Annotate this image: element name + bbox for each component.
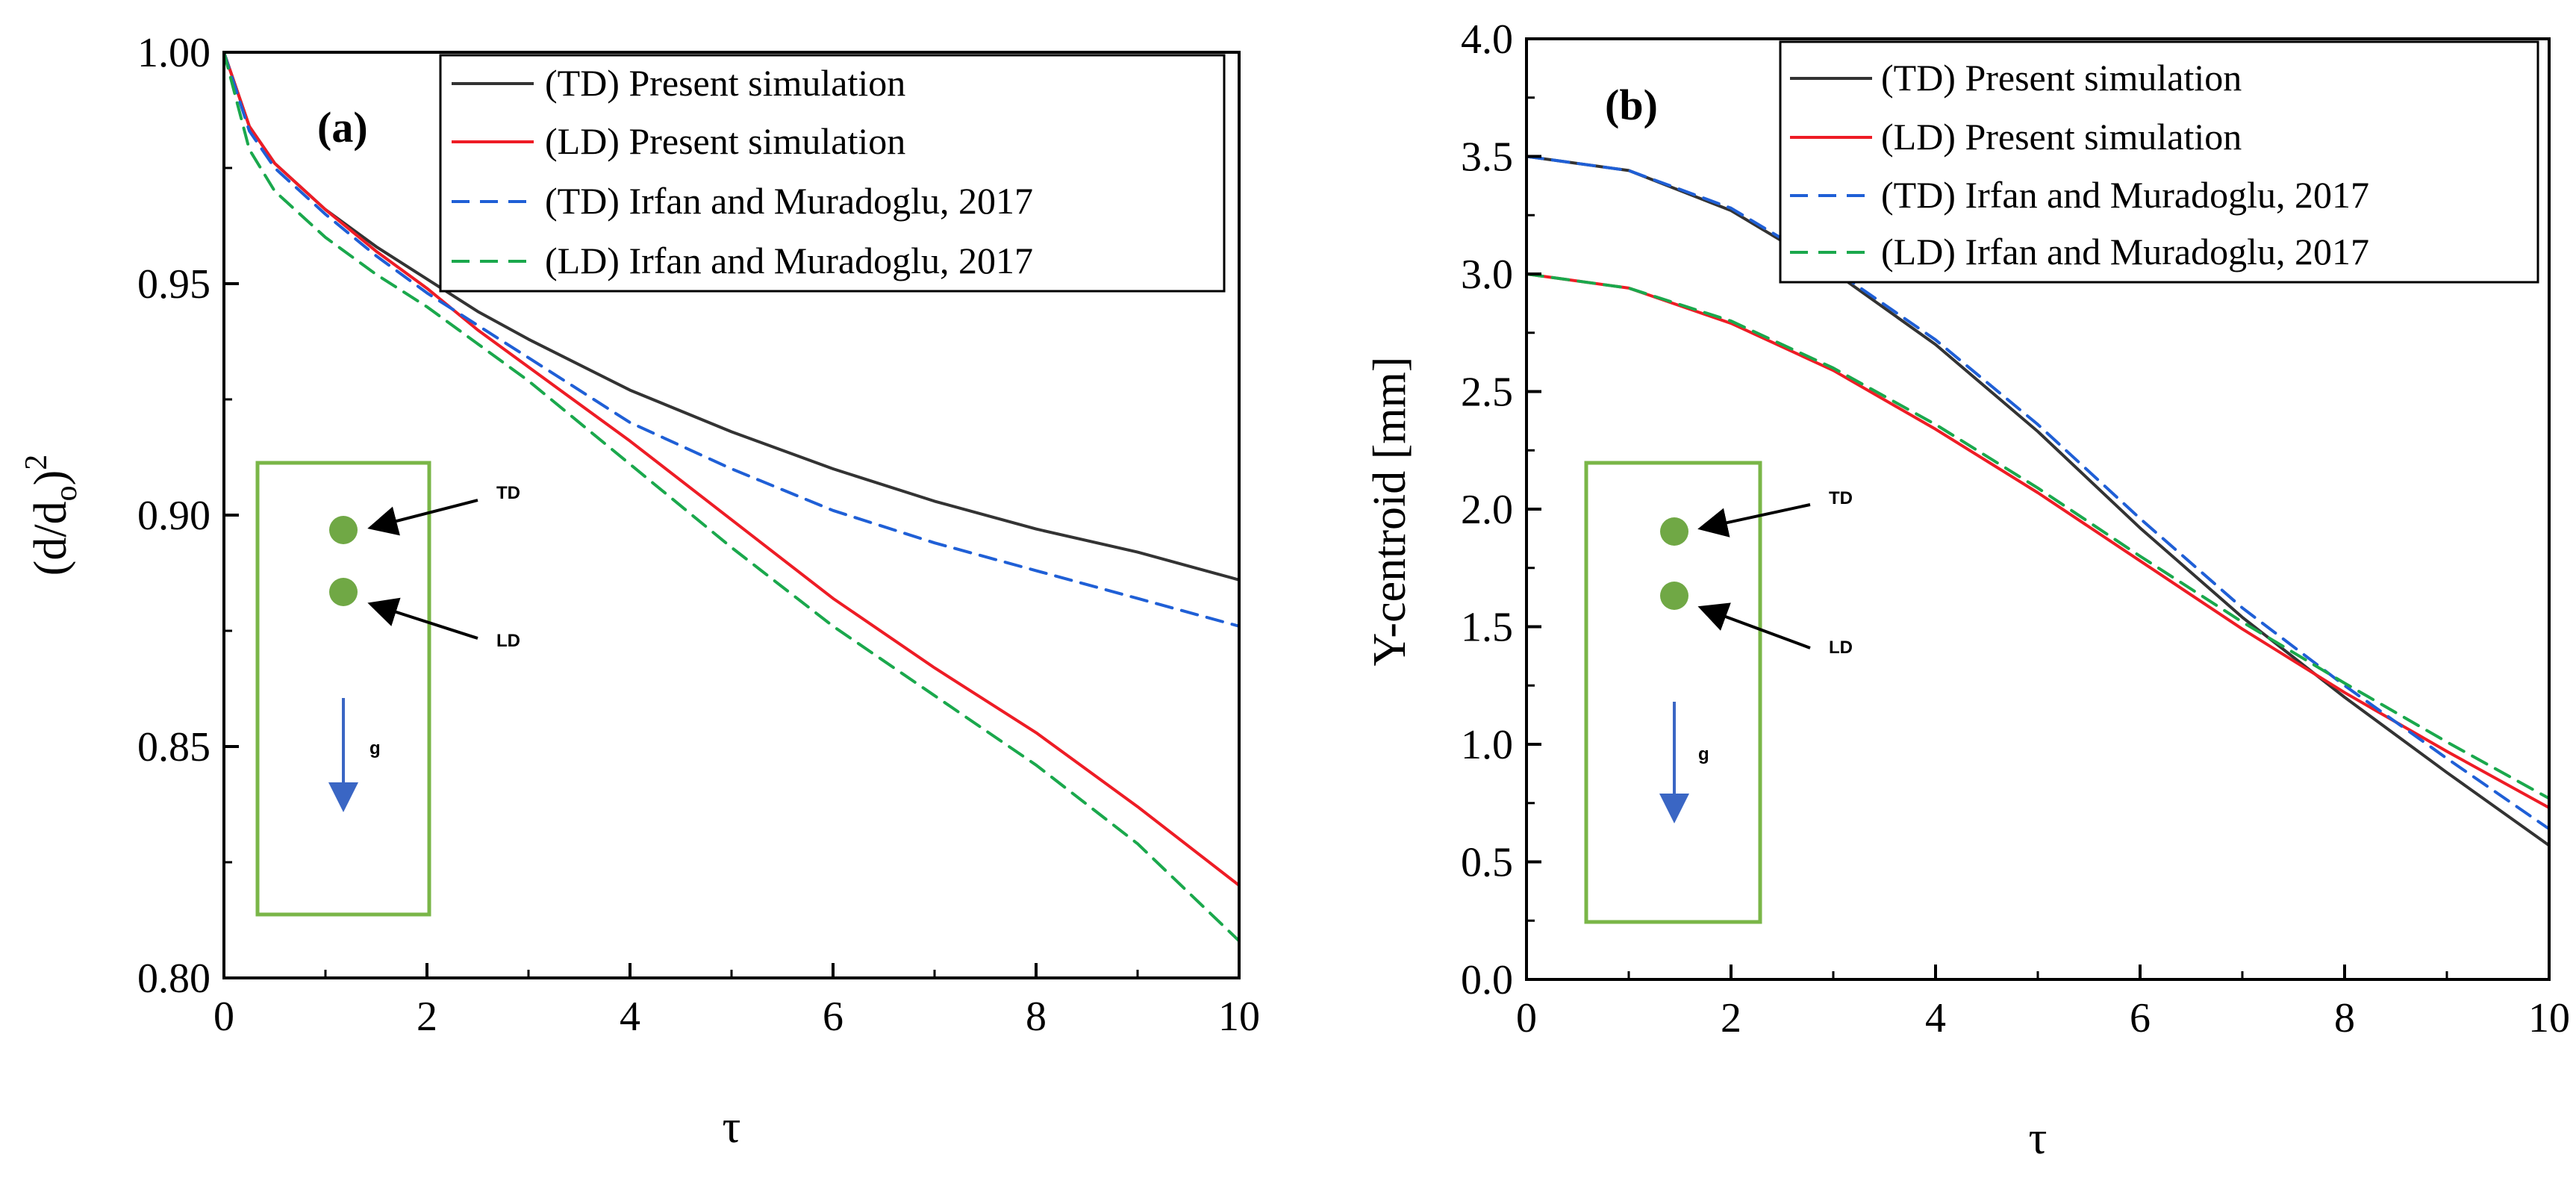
panel-b-label: (b) [1605,81,1658,129]
panel-a-legend: (TD) Present simulation (LD) Present sim… [439,54,1226,293]
panel-b-inset-g-label: g [1698,744,1709,764]
panel-a-y-tick-label-4: 1.00 [137,30,210,76]
panel-b-series-line-1 [1525,272,2551,809]
panel-b-series-line-3 [1525,272,2551,800]
panel-a-series-line-1 [222,51,1241,887]
panel-a-inset-td-arrow [367,499,478,536]
panel-b-inset-ld-label: LD [1829,638,1853,658]
panel-b-y-tick-label-0: 0.0 [1461,957,1513,1003]
panel-a-y-tick-label-0: 0.80 [137,956,210,1002]
panel-b-legend-entry-0: (TD) Present simulation [1881,57,2242,99]
panel-b-legend-entry-3: (LD) Irfan and Muradoglu, 2017 [1881,231,2369,272]
panel-b-legend-box [1779,40,2539,284]
panel-a-x-tick-label-0: 0 [213,994,234,1040]
panel-b-inset-ld-droplet [1660,582,1688,610]
panel-a-legend-entry-1: (LD) Present simulation [545,120,905,162]
panel-b-y-tick-label-1: 0.5 [1461,840,1513,886]
panel-b-x-tick-label-5: 10 [2528,995,2570,1041]
panel-b-series-line-2 [1525,155,2551,831]
panel-b-legend-entry-2: (TD) Irfan and Muradoglu, 2017 [1881,174,2369,216]
panel-a-y-tick-label-2: 0.90 [137,493,210,539]
panel-b-y-tick-label-3: 1.5 [1461,605,1513,651]
panel-a-x-tick-label-5: 10 [1218,994,1260,1040]
panel-b-inset-ld-arrow [1697,602,1811,649]
panel-a-inset-ld-label: LD [496,631,520,651]
panel-b-series-layer [1525,155,2551,847]
panel-b-y-tick-label-4: 2.0 [1461,487,1513,533]
panel-b-y-tick-label-2: 1.0 [1461,722,1513,768]
panel-a-inset-g-label: g [369,738,381,758]
panel-b-inset-td-droplet [1660,517,1688,546]
panel-a-series-layer [222,51,1241,943]
panel-b-y-tick-label-6: 3.0 [1461,252,1513,298]
panel-b-x-tick-label-1: 2 [1721,995,1741,1041]
panel-b-legend: (TD) Present simulation (LD) Present sim… [1779,40,2539,284]
panel-b-ticks: 0 2 4 6 8 10 0.0 0.5 1.0 1.5 2.0 2.5 3.0 3.5 4.0 [1461,16,2570,1041]
panel-a-legend-entry-0: (TD) Present simulation [545,62,905,104]
panel-a-legend-entry-3: (LD) Irfan and Muradoglu, 2017 [545,240,1033,281]
panel-b-inset-td-label: TD [1829,488,1853,508]
panel-b-x-tick-label-4: 8 [2334,995,2355,1041]
panel-a-y-axis-title: (d/do)2 [19,455,84,576]
panel-a-x-tick-label-3: 6 [823,994,843,1040]
panel-a-inset-td-droplet [329,516,358,544]
panel-a-inset-ld-droplet [329,578,358,606]
panel-a-ticks: 0 2 4 6 8 10 0.80 0.85 0.90 0.95 1.00 [137,30,1260,1040]
panel-b-y-tick-label-7: 3.5 [1461,134,1513,181]
panel-a-x-tick-label-2: 4 [620,994,640,1040]
panel-b-inset: TD LD g [1584,461,1853,924]
panel-b-y-tick-label-5: 2.5 [1461,370,1513,416]
panel-b-x-axis-title: τ [2029,1113,2048,1164]
panel-a-y-tick-label-1: 0.85 [137,724,210,770]
panel-a-x-axis-title: τ [723,1102,741,1153]
panel-b-x-tick-label-0: 0 [1516,995,1537,1041]
panel-a-legend-box [439,54,1226,293]
panel-b-y-axis-title: Y-centroid [mm] [1365,357,1415,667]
panel-a-series-line-2 [222,51,1241,628]
panel-a-y-tick-label-3: 0.95 [137,261,210,308]
panel-a-series-line-3 [222,51,1241,943]
panel-b-series-line-0 [1525,155,2551,847]
panel-a-legend-entry-2: (TD) Irfan and Muradoglu, 2017 [545,180,1033,222]
panel-b-x-tick-label-2: 4 [1925,995,1946,1041]
panel-a-inset: TD LD g [255,461,520,917]
panel-b-inset-td-arrow [1697,503,1811,537]
panel-a-x-tick-label-1: 2 [417,994,437,1040]
panel-b-y-tick-label-8: 4.0 [1461,16,1513,63]
panel-a-inset-ld-arrow [367,597,478,640]
panel-b: 0 2 4 6 8 10 0.0 0.5 1.0 1.5 2.0 2.5 3.0 3.5 4.0 (b) τ… [1365,16,2570,1164]
panel-a-x-tick-label-4: 8 [1026,994,1047,1040]
panel-b-x-tick-label-3: 6 [2130,995,2151,1041]
panel-a-inset-td-label: TD [496,483,520,503]
panel-a: 0 2 4 6 8 10 0.80 0.85 0.90 0.95 1.00 (a) τ (d/do)… [19,30,1260,1153]
panel-a-label: (a) [317,103,368,152]
panel-b-legend-entry-1: (LD) Present simulation [1881,116,2242,158]
